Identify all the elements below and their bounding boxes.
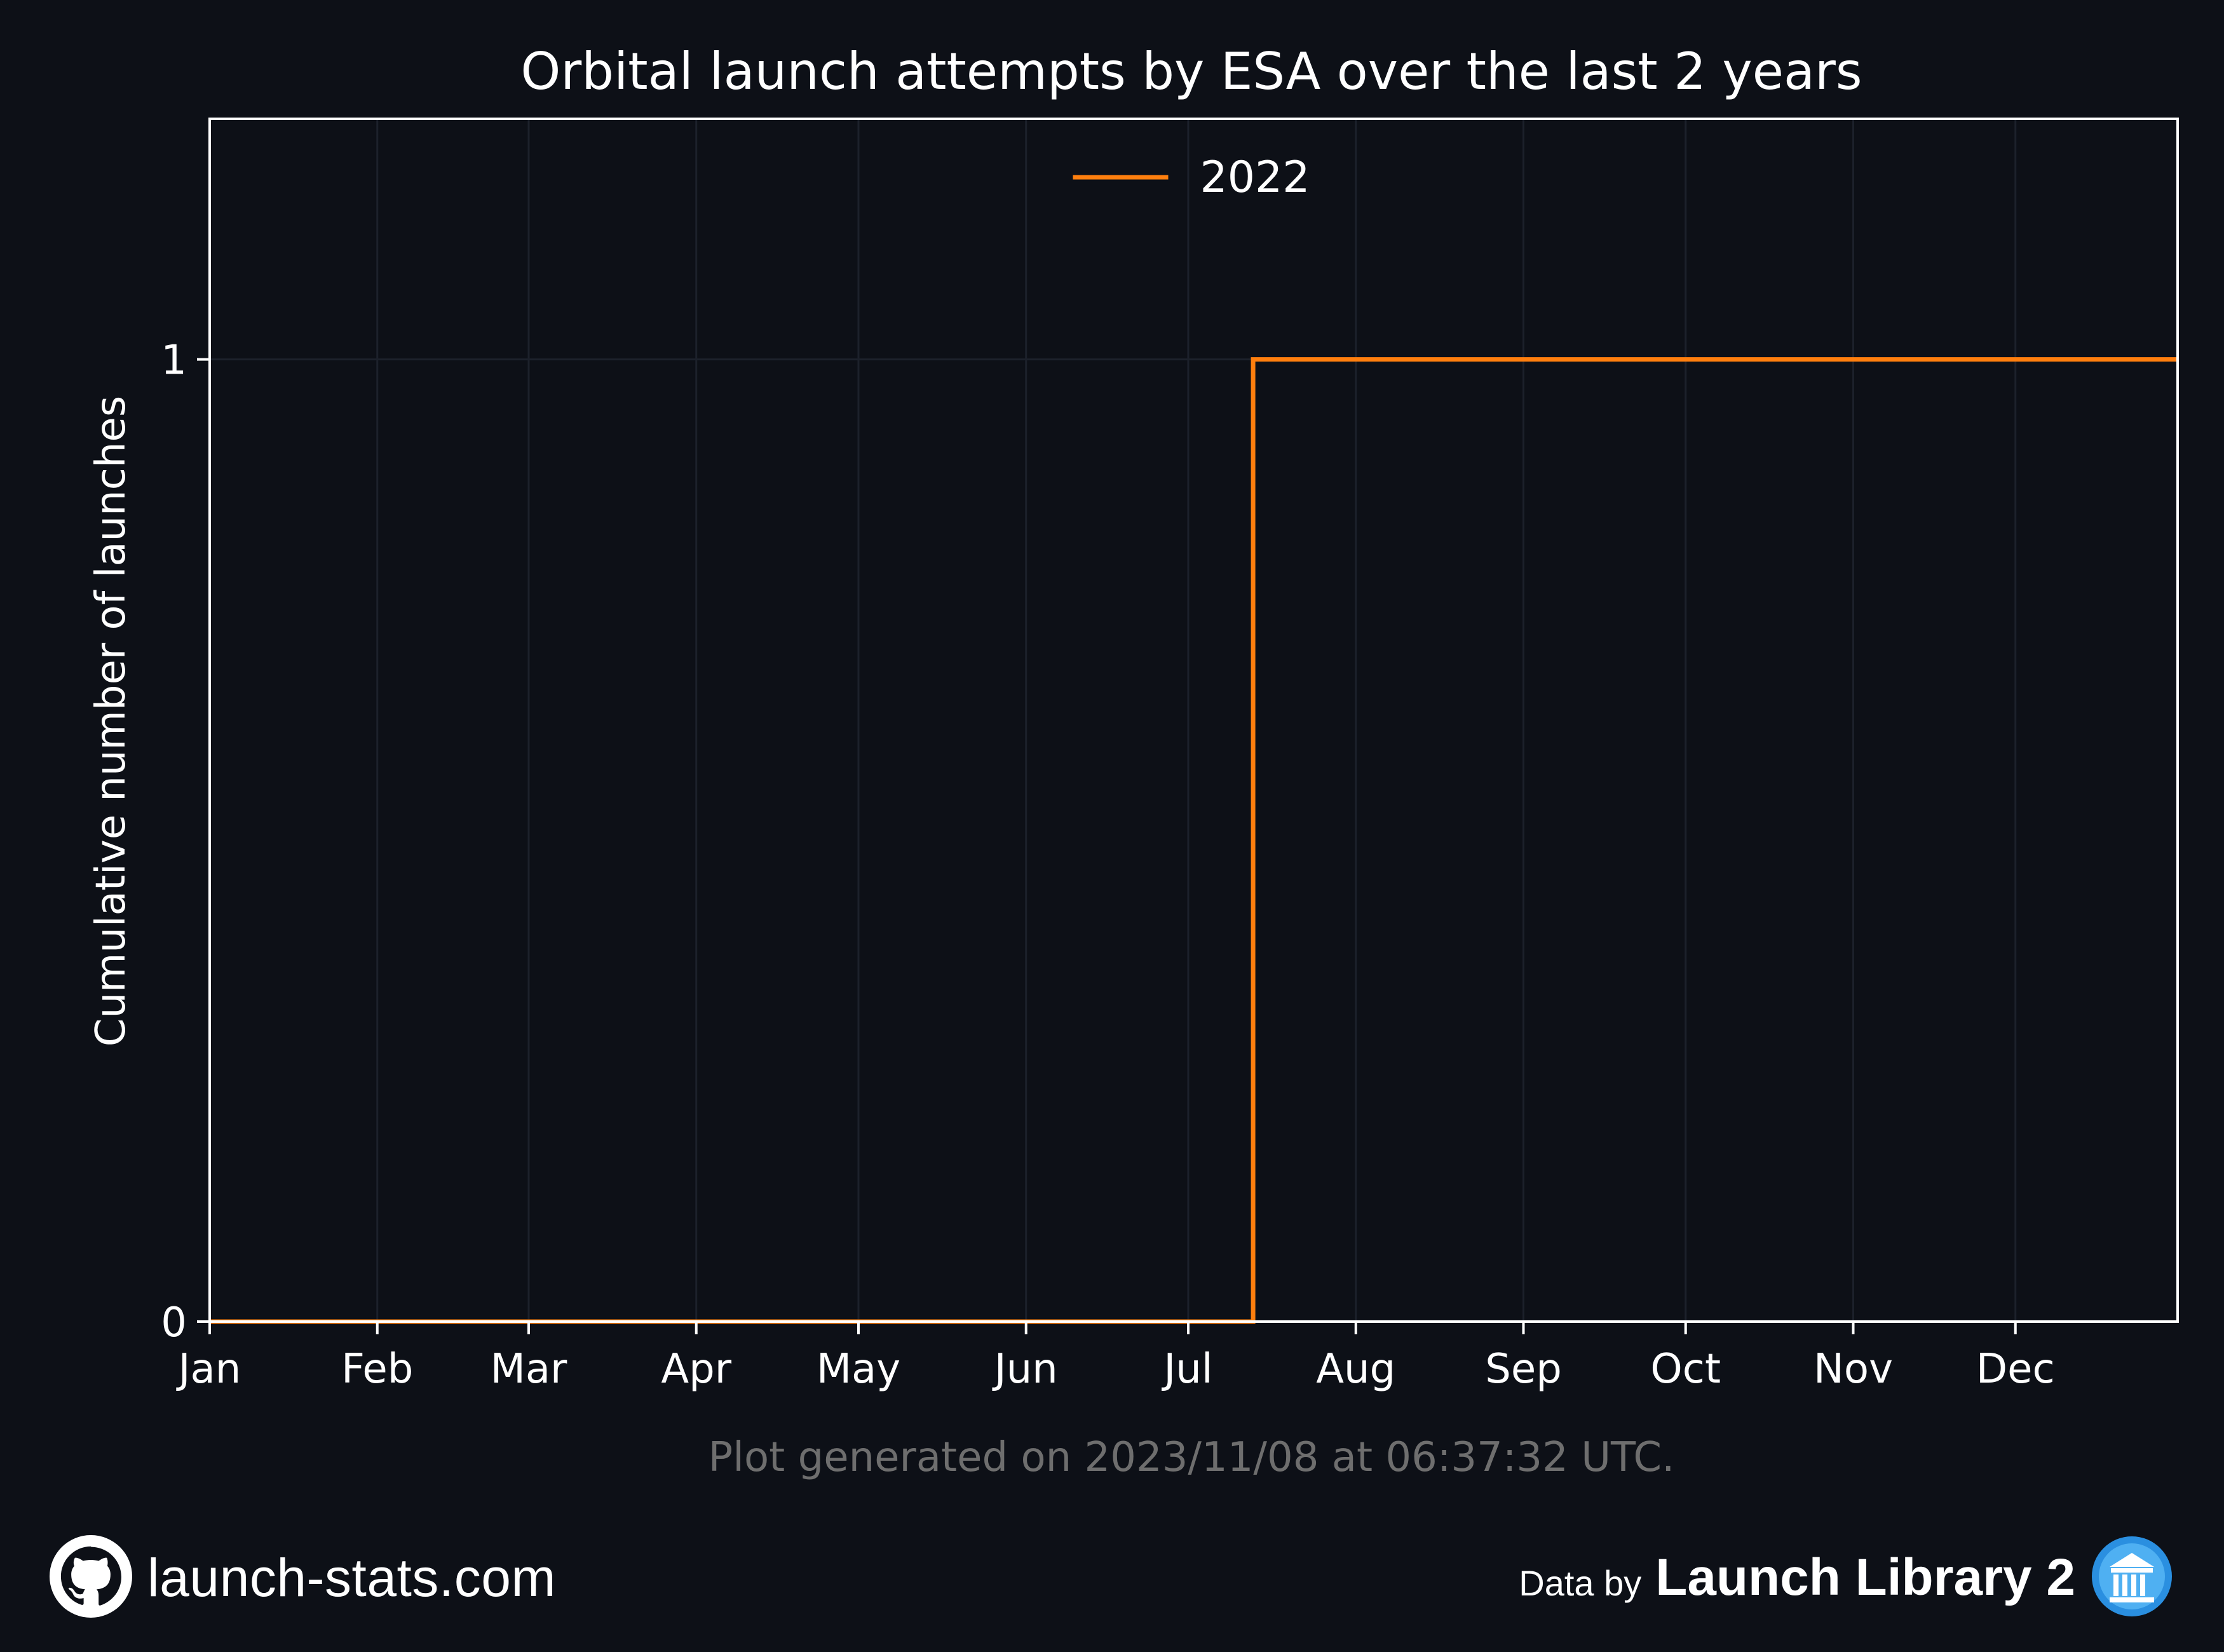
x-tick-label-oct: Oct <box>1650 1346 1721 1393</box>
footnote: Plot generated on 2023/11/08 at 06:37:32… <box>709 1434 1675 1481</box>
x-tick-label-sep: Sep <box>1485 1346 1562 1393</box>
x-tick-label-may: May <box>817 1346 900 1393</box>
footer-site[interactable]: launch-stats.com <box>50 1535 556 1620</box>
x-tick-label-jul: Jul <box>1161 1346 1212 1393</box>
github-icon <box>50 1535 132 1620</box>
data-by-label: Data by <box>1519 1562 1642 1603</box>
legend-label-2022: 2022 <box>1200 152 1310 203</box>
x-tick-label-dec: Dec <box>1976 1346 2055 1393</box>
y-tick-label-1: 1 <box>161 337 187 384</box>
plot-frame <box>208 118 2179 1323</box>
x-tick-label-feb: Feb <box>341 1346 413 1393</box>
footer-attribution: Data by Launch Library 2 <box>1519 1536 2173 1619</box>
legend: 2022 <box>1073 152 1310 203</box>
chart-title: Orbital launch attempts by ESA over the … <box>520 42 1862 101</box>
site-link[interactable]: launch-stats.com <box>147 1547 556 1608</box>
y-tick-label-0: 0 <box>161 1299 187 1346</box>
launch-library-name: Launch Library 2 <box>1655 1548 2075 1606</box>
y-axis-label: Cumulative number of launches <box>88 396 135 1046</box>
x-tick-label-aug: Aug <box>1316 1346 1395 1393</box>
x-tick-label-nov: Nov <box>1814 1346 1893 1393</box>
x-tick-label-jan: Jan <box>176 1346 241 1393</box>
x-tick-label-jun: Jun <box>992 1346 1058 1393</box>
x-tick-label-apr: Apr <box>661 1346 731 1393</box>
ticks: Jan Feb Mar Apr May Jun Jul Aug Sep Oct Nov Dec 0 1 <box>161 337 2054 1393</box>
x-tick-label-mar: Mar <box>491 1346 567 1393</box>
launch-library-logo-icon <box>2091 1535 2173 1620</box>
